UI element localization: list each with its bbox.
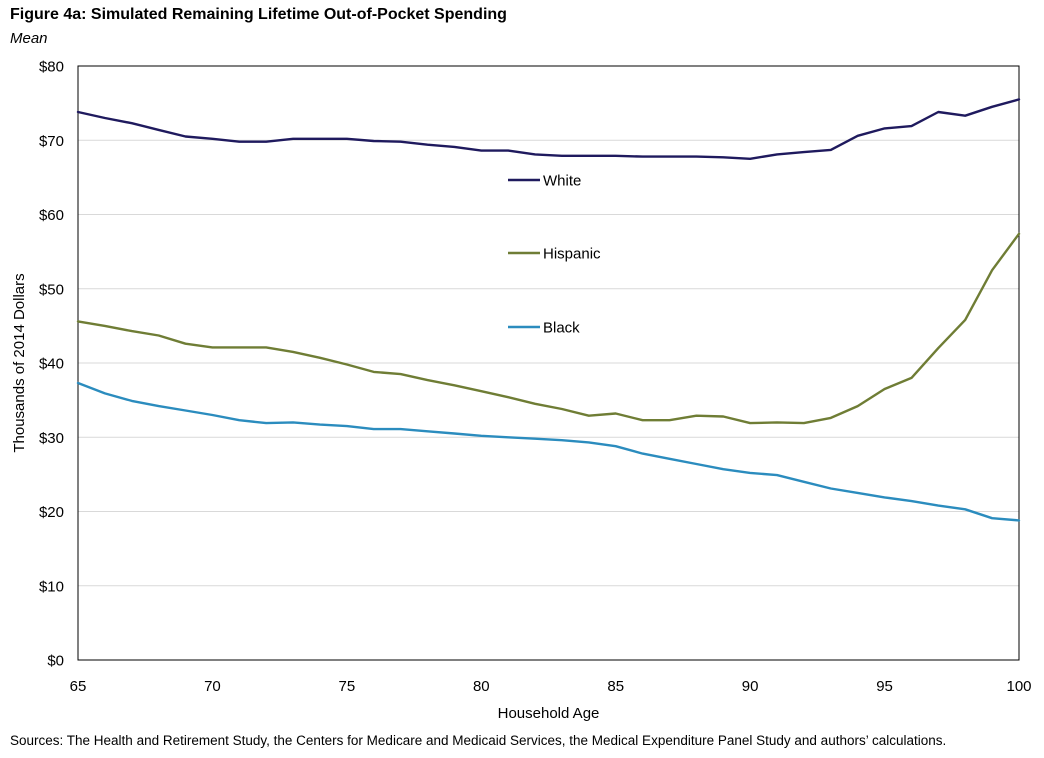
y-tick-label: $20 bbox=[39, 504, 64, 521]
y-tick-label: $30 bbox=[39, 430, 64, 447]
y-tick-label: $0 bbox=[47, 653, 64, 670]
figure-title: Figure 4a: Simulated Remaining Lifetime … bbox=[10, 6, 507, 23]
figure-subtitle: Mean bbox=[10, 30, 48, 47]
x-tick-label: 95 bbox=[876, 678, 893, 695]
y-tick-label: $10 bbox=[39, 578, 64, 595]
y-tick-label: $60 bbox=[39, 207, 64, 224]
series-line-hispanic bbox=[76, 232, 1021, 425]
legend-label-hispanic: Hispanic bbox=[543, 246, 601, 263]
y-tick-label: $50 bbox=[39, 281, 64, 298]
legend: White Hispanic Black bbox=[508, 173, 601, 337]
series-lines bbox=[76, 98, 1021, 522]
y-axis-label: Thousands of 2014 Dollars bbox=[11, 273, 28, 452]
source-note: Sources: The Health and Retirement Study… bbox=[10, 733, 947, 748]
x-tick-label: 65 bbox=[70, 678, 87, 695]
x-axis-ticks: 65 70 75 80 85 90 95 100 bbox=[70, 678, 1032, 695]
plot-area-frame bbox=[77, 65, 1020, 661]
line-chart: $0 $10 $20 $30 $40 $50 $60 $70 $80 65 70 75 80 85 90 9… bbox=[11, 59, 1032, 723]
x-tick-label: 80 bbox=[473, 678, 490, 695]
x-tick-label: 70 bbox=[204, 678, 221, 695]
x-tick-label: 75 bbox=[339, 678, 356, 695]
y-axis-ticks: $0 $10 $20 $30 $40 $50 $60 $70 $80 bbox=[39, 59, 64, 670]
y-tick-label: $40 bbox=[39, 356, 64, 373]
x-tick-label: 90 bbox=[742, 678, 759, 695]
series-line-white bbox=[76, 98, 1021, 161]
legend-label-white: White bbox=[543, 173, 581, 190]
x-tick-label: 85 bbox=[607, 678, 624, 695]
x-axis-label: Household Age bbox=[498, 705, 600, 722]
y-tick-label: $80 bbox=[39, 59, 64, 76]
x-tick-label: 100 bbox=[1006, 678, 1031, 695]
y-tick-label: $70 bbox=[39, 133, 64, 150]
legend-label-black: Black bbox=[543, 320, 580, 337]
series-line-black bbox=[76, 381, 1021, 522]
